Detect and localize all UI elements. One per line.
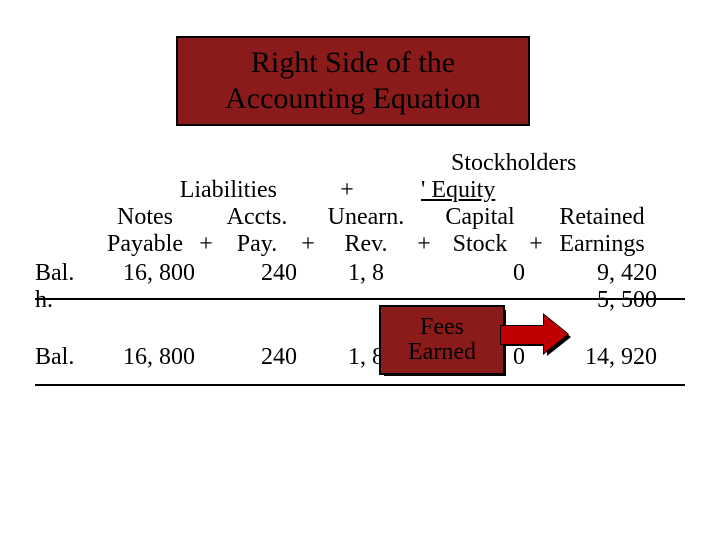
- hdr-unearn2: Rev.: [319, 231, 413, 258]
- stockholders-line2: ' Equity: [421, 177, 495, 203]
- hdr-ret1: Retained: [547, 204, 657, 231]
- liab-equity-row: Liabilities + ' Equity: [35, 177, 685, 204]
- bal1-unearn: 1, 8: [319, 260, 413, 287]
- rule-top: [35, 298, 685, 300]
- stockholders-heading-row: Stockholders: [35, 150, 685, 177]
- plus-1: +: [195, 231, 217, 258]
- fees-earned-callout: Fees Earned: [379, 305, 505, 375]
- hdr-cap2: Stock: [435, 231, 525, 258]
- bal2-accts: 240: [217, 344, 297, 371]
- hdr-accts2: Pay.: [217, 231, 297, 258]
- big-plus: +: [299, 177, 395, 204]
- equation-content: Stockholders Liabilities + ' Equity Note…: [35, 150, 685, 371]
- bal1-label: Bal.: [35, 260, 95, 287]
- bal-row-1: Bal. 16, 800 240 1, 8 0 9, 420: [35, 260, 685, 287]
- plus-4: +: [525, 231, 547, 258]
- liabilities-label: Liabilities: [95, 177, 277, 204]
- hdr-notes2: Payable: [95, 231, 195, 258]
- h-ret: 5, 500: [547, 287, 657, 314]
- rule-bottom: [35, 384, 685, 386]
- title-text: Right Side of the Accounting Equation: [225, 45, 481, 117]
- bal1-ret: 9, 420: [547, 260, 657, 287]
- bal-row-2: Bal. 16, 800 240 1, 8 0 14, 920: [35, 344, 685, 371]
- bal2-notes: 16, 800: [95, 344, 195, 371]
- hdr-unearn1: Unearn.: [319, 204, 413, 231]
- col-headers-1: Notes Accts. Unearn. Capital Retained: [35, 204, 685, 231]
- col-headers-2: Payable + Pay. + Rev. + Stock + Earnings: [35, 231, 685, 258]
- h-row: h. 5, 500: [35, 287, 685, 314]
- plus-3: +: [413, 231, 435, 258]
- plus-2: +: [297, 231, 319, 258]
- callout-line2: Earned: [408, 339, 476, 365]
- title-line2: Accounting Equation: [225, 82, 481, 115]
- bal1-notes: 16, 800: [95, 260, 195, 287]
- arrow-icon: [500, 316, 570, 352]
- hdr-accts1: Accts.: [217, 204, 297, 231]
- hdr-notes1: Notes: [95, 204, 195, 231]
- bal1-accts: 240: [217, 260, 297, 287]
- h-label: h.: [35, 287, 95, 314]
- bal2-label: Bal.: [35, 344, 95, 371]
- stockholders-line1: Stockholders: [451, 150, 525, 177]
- title-line1: Right Side of the: [251, 46, 455, 79]
- title-box: Right Side of the Accounting Equation: [176, 36, 530, 126]
- bal1-cap: 0: [435, 260, 525, 287]
- hdr-ret2: Earnings: [547, 231, 657, 258]
- hdr-cap1: Capital: [435, 204, 525, 231]
- callout-line1: Fees: [420, 314, 464, 340]
